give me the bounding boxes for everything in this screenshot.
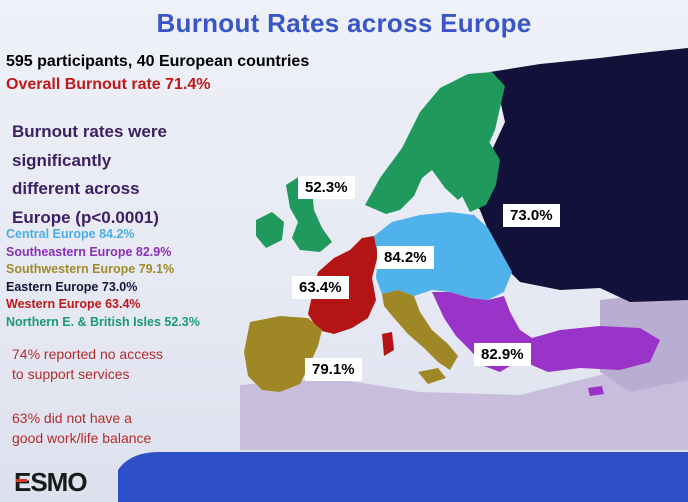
legend-eastern-europe: Eastern Europe 73.0% [6, 279, 138, 294]
map-label-southeastern: 82.9% [474, 343, 531, 366]
region-central-europe [374, 212, 512, 300]
region-western-sardinia [382, 332, 394, 356]
work-life-balance-note: 63% did not have a good work/life balanc… [12, 408, 151, 448]
region-eastern-europe [468, 48, 688, 302]
participants-info: 595 participants, 40 European countries [6, 53, 310, 70]
significance-line: significantly [12, 150, 112, 170]
map-label-western: 63.4% [292, 276, 349, 299]
significance-statement: Burnout rates were significantly differe… [12, 118, 167, 232]
note-line: to support services [12, 366, 130, 382]
overall-burnout-rate: Overall Burnout rate 71.4% [6, 76, 211, 93]
region-southwestern-iberia [244, 316, 322, 392]
legend-central-europe: Central Europe 84.2% [6, 227, 135, 241]
note-line: good work/life balance [12, 430, 152, 446]
esmo-logo: ESMO [14, 467, 88, 496]
bottom-band [118, 452, 688, 502]
legend-southeastern-europe: Southeastern Europe 82.9% [6, 244, 172, 259]
legend-northern-europe: Northern E. & British Isles 52.3% [6, 314, 200, 329]
note-line: 63% did not have a [12, 410, 132, 426]
region-legend: Central Europe 84.2% Southeastern Europe… [6, 226, 200, 332]
note-line: 74% reported no access [12, 346, 163, 362]
region-northern-baltic [462, 140, 500, 212]
map-label-central: 84.2% [377, 246, 434, 269]
region-southwestern-sicily [418, 368, 446, 384]
map-label-northern: 52.3% [298, 176, 355, 199]
region-northern-uk [286, 176, 332, 252]
region-southeastern-cyprus [588, 386, 604, 396]
page-title: Burnout Rates across Europe [156, 8, 532, 38]
region-northern-ireland [256, 212, 284, 248]
map-label-eastern: 73.0% [503, 204, 560, 227]
region-other-africa [240, 370, 688, 450]
significance-line: different across [12, 179, 140, 198]
significance-line: Europe (p<0.0001) [12, 207, 159, 227]
significance-line: Burnout rates were [12, 122, 167, 141]
support-services-note: 74% reported no access to support servic… [12, 344, 163, 384]
legend-southwestern-europe: Southwestern Europe 79.1% [6, 262, 175, 277]
map-label-southwestern: 79.1% [305, 358, 362, 381]
region-southwestern-italy [382, 290, 458, 370]
legend-western-europe: Western Europe 63.4% [6, 297, 141, 312]
